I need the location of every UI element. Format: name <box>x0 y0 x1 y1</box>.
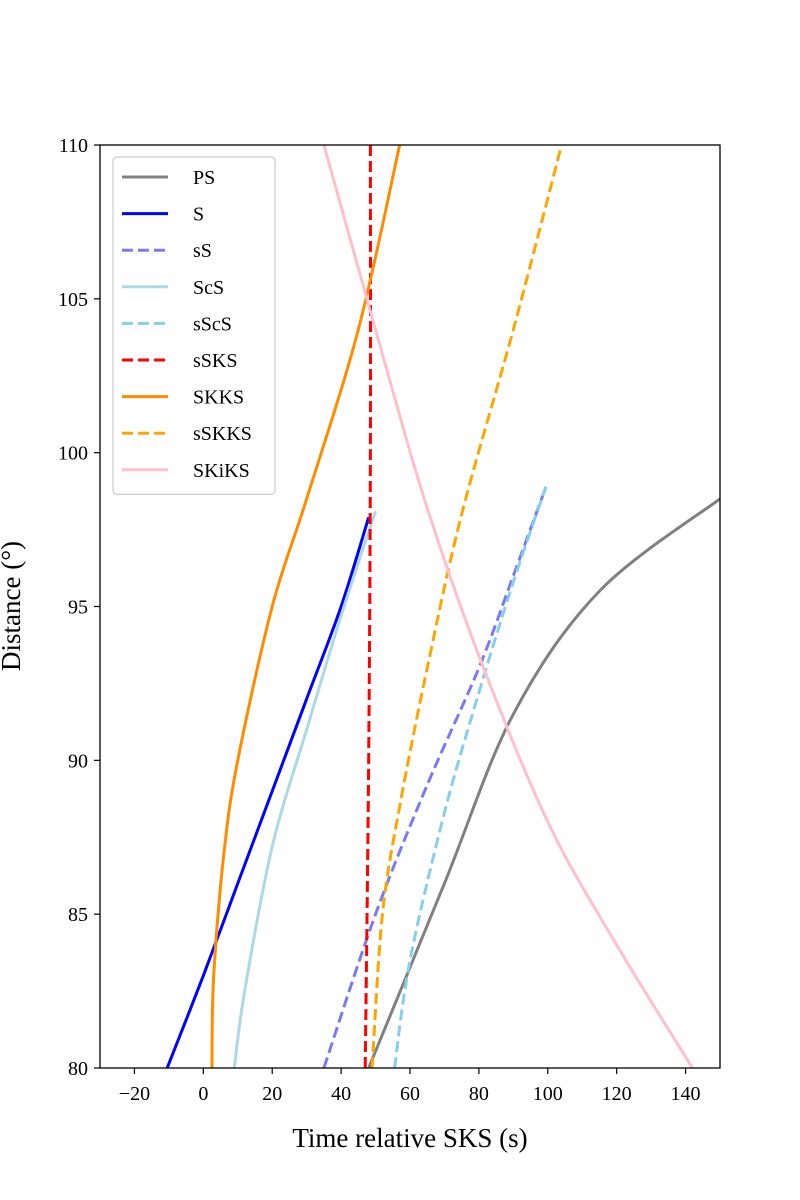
legend-label: sS <box>193 240 212 262</box>
y-tick-label: 85 <box>68 904 88 926</box>
x-tick-label: 100 <box>533 1083 563 1105</box>
y-tick-label: 90 <box>68 750 88 772</box>
legend-label: SKiKS <box>193 460 250 482</box>
y-tick-label: 95 <box>68 597 88 619</box>
x-tick-label: 120 <box>602 1083 632 1105</box>
series-line-sscs <box>393 486 548 1068</box>
x-tick-label: −20 <box>119 1083 150 1105</box>
series-line-ps <box>367 497 720 1068</box>
legend-frame <box>112 156 276 495</box>
legend: PS SsS ScS sScS sSKS SKKS sSKKS SKiKS <box>112 156 276 495</box>
series-line-sskks <box>370 145 564 1068</box>
series-line-ss <box>322 485 548 1068</box>
series-line-skiks <box>322 145 694 1068</box>
y-tick-label: 80 <box>68 1058 88 1080</box>
legend-label: PS <box>193 167 215 189</box>
x-tick-label: 140 <box>671 1083 701 1105</box>
x-axis: −20 0 20 40 60 80 100 120 140 <box>119 1068 701 1105</box>
x-tick-label: 0 <box>198 1083 208 1105</box>
legend-label: SKKS <box>193 387 244 409</box>
x-tick-label: 80 <box>469 1083 489 1105</box>
legend-label: S <box>193 204 204 226</box>
legend-label: sSKS <box>193 350 237 372</box>
series-line-scs <box>232 510 377 1068</box>
legend-label: sScS <box>193 313 232 335</box>
x-axis-label: Time relative SKS (s) <box>292 1123 527 1153</box>
y-axis: 80 85 90 95 100 105 110 <box>58 135 100 1080</box>
legend-label: ScS <box>193 277 224 299</box>
legend-label: sSKKS <box>193 423 252 445</box>
y-tick-label: 110 <box>59 135 88 157</box>
y-tick-label: 100 <box>58 443 88 465</box>
x-tick-label: 40 <box>331 1083 351 1105</box>
series-line-skks <box>210 145 402 1068</box>
x-tick-label: 20 <box>262 1083 282 1105</box>
y-axis-label: Distance (°) <box>0 541 26 671</box>
series-line-s <box>165 516 371 1068</box>
series-layer <box>165 145 720 1068</box>
y-tick-label: 105 <box>58 289 88 311</box>
x-tick-label: 60 <box>400 1083 420 1105</box>
